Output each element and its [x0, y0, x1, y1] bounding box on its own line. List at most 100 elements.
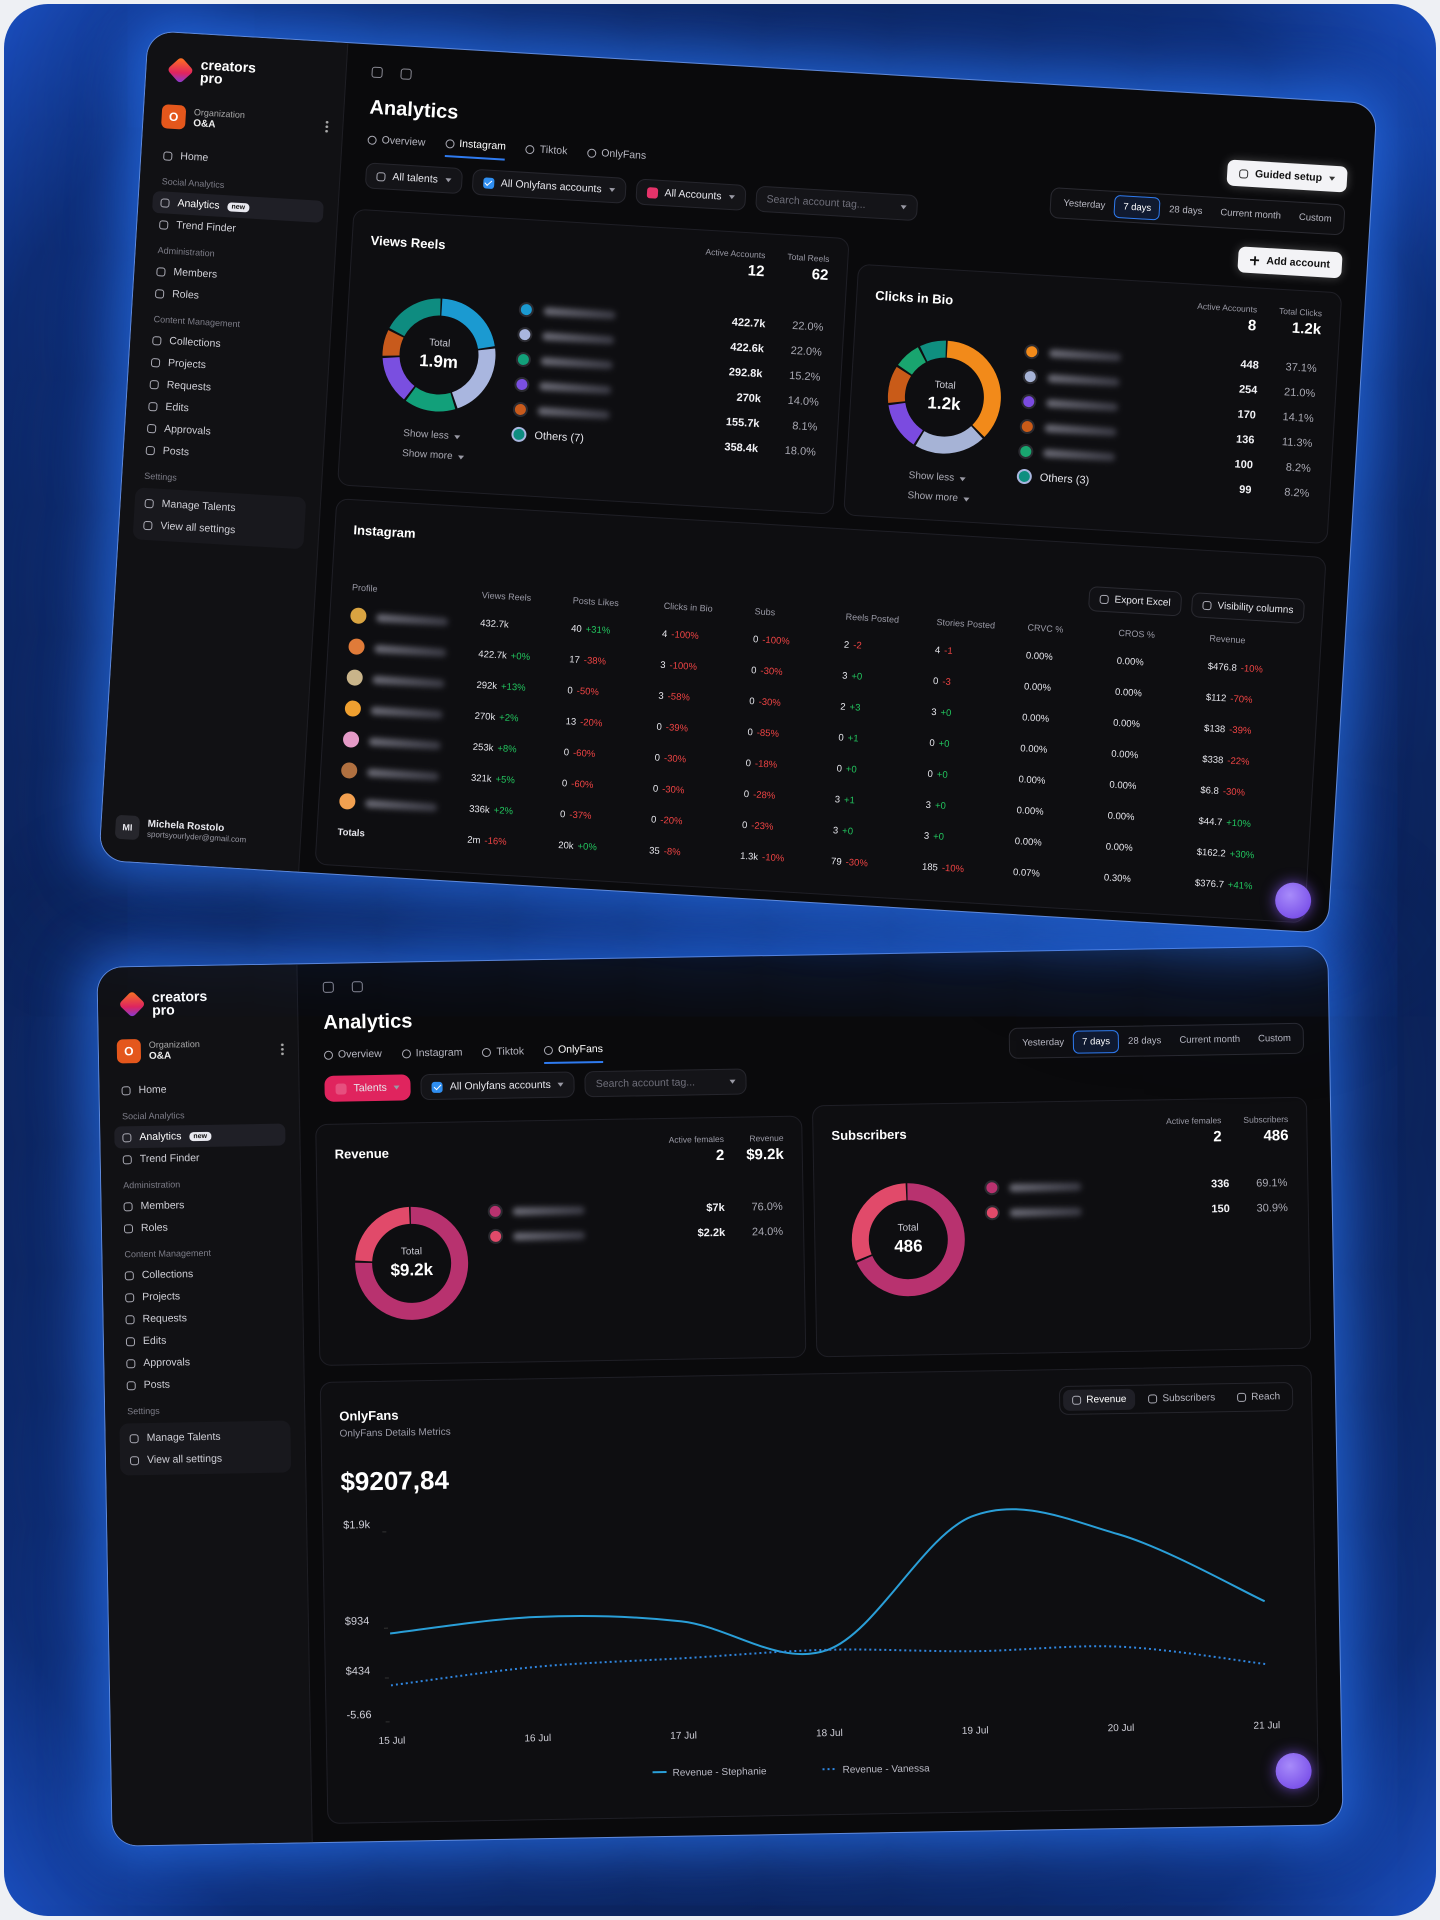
- tab[interactable]: Instagram: [444, 137, 507, 161]
- show-less[interactable]: Show less: [403, 428, 460, 442]
- date-option[interactable]: Current month: [1179, 1033, 1241, 1046]
- tab[interactable]: OnlyFans: [543, 1042, 604, 1065]
- filter[interactable]: All Accounts: [634, 178, 747, 211]
- stat: Subscribers 486: [1243, 1114, 1288, 1145]
- table-cell: 336k +2%: [469, 804, 513, 818]
- org-menu[interactable]: [325, 119, 329, 133]
- column-header: Reels Posted: [845, 611, 900, 625]
- nav-item[interactable]: Home: [155, 144, 327, 176]
- date-option[interactable]: Current month: [1220, 207, 1282, 222]
- cell-value: 1.3k: [739, 850, 759, 863]
- show-more[interactable]: Show more: [907, 490, 970, 505]
- back[interactable]: [400, 68, 412, 80]
- table-cell: 0 -18%: [745, 758, 777, 771]
- x-tick-label: 21 Jul: [1253, 1720, 1280, 1731]
- cell-delta: -30%: [760, 665, 783, 678]
- nav-icon: [125, 1292, 135, 1302]
- show-more[interactable]: Show more: [402, 448, 464, 463]
- date-range: Yesterday 7 days 28 days Current month Custo…: [1049, 187, 1346, 236]
- column-header: Views Reels: [481, 590, 532, 603]
- settings-box: Manage Talents View all settings: [132, 487, 307, 550]
- stat: Revenue $9.2k: [746, 1133, 784, 1164]
- legend-dot: [1022, 368, 1039, 385]
- date-option[interactable]: Custom: [1298, 211, 1332, 225]
- toggle-icon: [1148, 1394, 1158, 1404]
- metric-toggle[interactable]: Subscribers: [1139, 1387, 1224, 1409]
- cell-delta: -30%: [845, 857, 869, 870]
- stat-label: Total Reels: [787, 251, 830, 265]
- back[interactable]: [351, 981, 363, 993]
- nav-item[interactable]: Projects: [117, 1284, 288, 1309]
- nav-item[interactable]: Approvals: [118, 1350, 289, 1375]
- date-option[interactable]: 28 days: [1128, 1035, 1162, 1047]
- card-stats: Active females 2 Subscribers 486: [1166, 1114, 1289, 1146]
- cell-value: 0: [747, 727, 754, 739]
- nav-item[interactable]: Analytics new: [114, 1123, 286, 1149]
- nav-item[interactable]: Posts: [119, 1372, 290, 1397]
- nav-icon: [123, 1223, 134, 1233]
- date-option[interactable]: 7 days: [1113, 194, 1161, 221]
- nav-item[interactable]: Collections: [117, 1262, 288, 1287]
- card-title: Revenue: [334, 1145, 390, 1162]
- tab[interactable]: Tiktok: [482, 1044, 524, 1065]
- nav-label: Roles: [171, 288, 200, 302]
- org-menu[interactable]: [280, 1042, 284, 1056]
- y-tick-label: $434: [346, 1665, 371, 1677]
- tab[interactable]: Overview: [367, 132, 426, 155]
- organization[interactable]: O Organization O&A: [160, 104, 329, 138]
- caret: [728, 194, 735, 200]
- cell-value: 3: [930, 706, 937, 719]
- tab[interactable]: OnlyFans: [587, 145, 647, 168]
- tab[interactable]: Tiktok: [525, 142, 568, 164]
- table-cell: 3 +0: [925, 800, 946, 812]
- search-tag[interactable]: Search account tag...: [754, 185, 919, 222]
- add-account[interactable]: Add account: [1237, 246, 1343, 279]
- cell-value: 0.00%: [1020, 743, 1048, 756]
- guided-setup[interactable]: Guided setup: [1226, 159, 1348, 193]
- nav-item[interactable]: Home: [113, 1077, 284, 1102]
- nav-item[interactable]: Roles: [116, 1215, 287, 1240]
- cell-value: 0: [652, 783, 659, 795]
- row-value: 292.8k: [728, 365, 763, 380]
- filter[interactable]: All Onlyfans accounts: [471, 168, 627, 204]
- cell-value: 0.00%: [1018, 774, 1046, 787]
- columns-icon: [1202, 600, 1212, 611]
- date-option[interactable]: Custom: [1258, 1032, 1291, 1045]
- legend-dot: [488, 1228, 504, 1245]
- filter[interactable]: All Onlyfans accounts: [420, 1071, 576, 1101]
- nav-item[interactable]: Manage Talents: [121, 1425, 288, 1450]
- show-less[interactable]: Show less: [908, 470, 966, 484]
- search-tag[interactable]: Search account tag...: [584, 1068, 747, 1098]
- metric-toggle[interactable]: Reach: [1228, 1386, 1289, 1408]
- caret: [962, 496, 970, 502]
- date-option[interactable]: 7 days: [1072, 1029, 1120, 1054]
- export-excel[interactable]: Export Excel: [1087, 586, 1183, 617]
- nav-item[interactable]: Edits: [118, 1328, 289, 1353]
- tab[interactable]: Instagram: [401, 1045, 463, 1066]
- tab[interactable]: Overview: [323, 1047, 382, 1068]
- visibility-columns[interactable]: Visibility columns: [1190, 592, 1306, 624]
- nav-item[interactable]: Trend Finder: [115, 1146, 286, 1171]
- filter[interactable]: Talents: [324, 1074, 412, 1102]
- legend-rows: 448 37.1% 254 21.0% 170 14.1% 136 11.3% 100 8.2% O…: [1016, 339, 1317, 506]
- organization[interactable]: O Organization O&A: [116, 1037, 284, 1064]
- toggle-sidebar[interactable]: [322, 981, 334, 993]
- nav-item[interactable]: Requests: [117, 1306, 288, 1331]
- cell-value: 3: [659, 659, 666, 672]
- filter[interactable]: All talents: [364, 162, 463, 195]
- cell-delta: -16%: [484, 835, 507, 848]
- nav-item[interactable]: View all settings: [122, 1447, 289, 1472]
- toggle-sidebar[interactable]: [371, 66, 383, 79]
- stat: Active Accounts 8: [1196, 301, 1258, 335]
- nav-label: Posts: [162, 444, 190, 459]
- nav-item[interactable]: Members: [115, 1193, 286, 1218]
- org-name: O&A: [148, 1050, 172, 1062]
- legend-dot: [1020, 393, 1037, 410]
- date-option[interactable]: 28 days: [1168, 204, 1203, 218]
- user[interactable]: MI Michela Rostolo sportsyourlyder@gmail.c…: [114, 814, 287, 849]
- table-cell: 1.3k -10%: [740, 851, 785, 865]
- date-option[interactable]: Yesterday: [1063, 197, 1106, 212]
- date-option[interactable]: Yesterday: [1022, 1036, 1065, 1049]
- metric-toggle[interactable]: Revenue: [1063, 1388, 1136, 1412]
- table-cell: 0.00%: [1018, 774, 1046, 787]
